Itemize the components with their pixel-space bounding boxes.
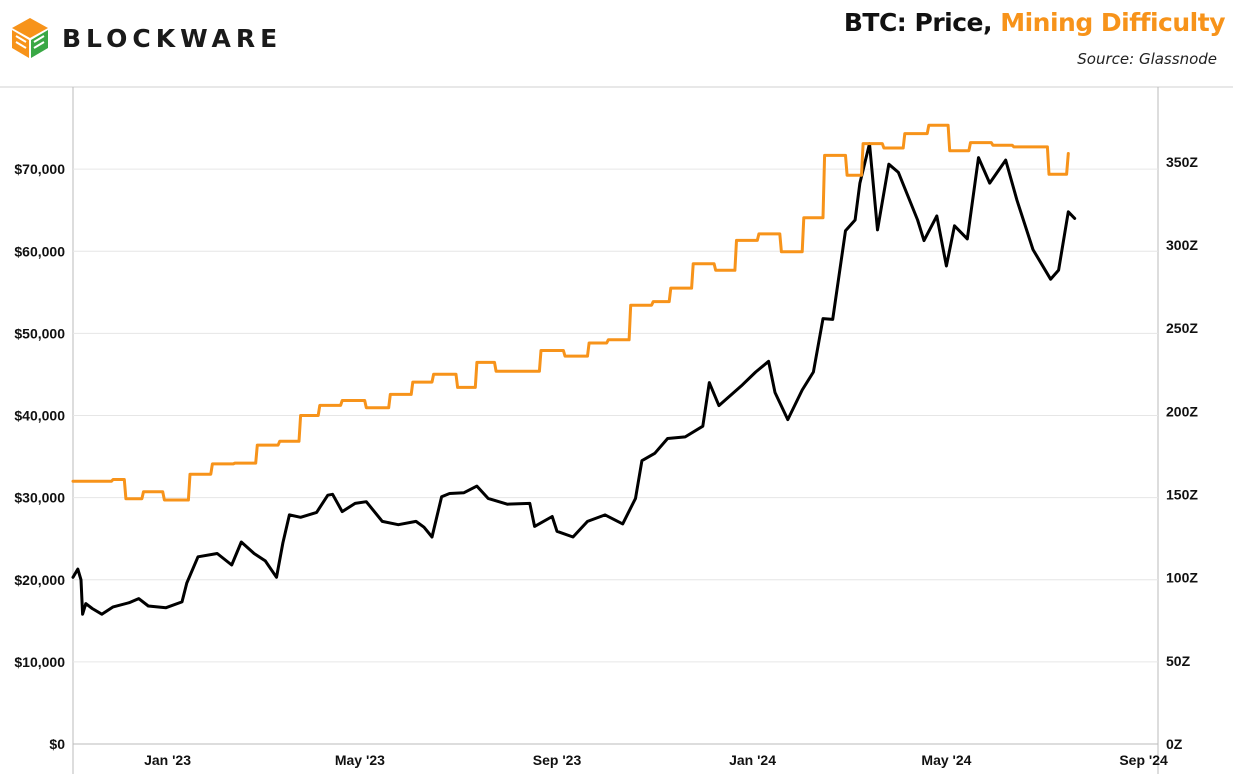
x-tick-label: May '23 [335,752,385,768]
y-right-tick-label: 100Z [1166,570,1198,586]
y-left-tick-label: $40,000 [14,408,65,424]
blockware-cube-logo-icon [12,18,48,58]
y-right-tick-label: 0Z [1166,736,1183,752]
x-tick-label: Jan '24 [729,752,776,768]
y-right-tick-label: 50Z [1166,653,1191,669]
x-tick-label: May '24 [921,752,971,768]
y-left-tick-label: $70,000 [14,161,65,177]
y-left-tick-label: $20,000 [14,572,65,588]
y-left-tick-label: $60,000 [14,243,65,259]
brand: BLOCKWARE [10,14,282,62]
x-tick-label: Sep '24 [1119,752,1168,768]
y-right-tick-label: 350Z [1166,154,1198,170]
chart-title-highlight: Mining Difficulty [1000,8,1225,37]
y-left-tick-label: $10,000 [14,654,65,670]
price-line [71,142,1077,616]
brand-name: BLOCKWARE [62,23,283,53]
y-left-tick-label: $30,000 [14,490,65,506]
y-left-tick-label: $0 [49,736,65,752]
y-right-tick-label: 300Z [1166,237,1198,253]
x-tick-label: Sep '23 [533,752,582,768]
y-right-tick-label: 200Z [1166,403,1198,419]
y-left-tick-label: $50,000 [14,325,65,341]
x-tick-label: Jan '23 [144,752,191,768]
y-right-tick-label: 150Z [1166,487,1198,503]
chart-source: Source: Glassnode [1077,50,1217,68]
y-right-tick-label: 250Z [1166,320,1198,336]
chart-title-prefix: BTC: Price, [843,8,1001,37]
difficulty-line [71,123,1070,502]
chart-title: BTC: Price, Mining Difficulty [843,8,1226,37]
